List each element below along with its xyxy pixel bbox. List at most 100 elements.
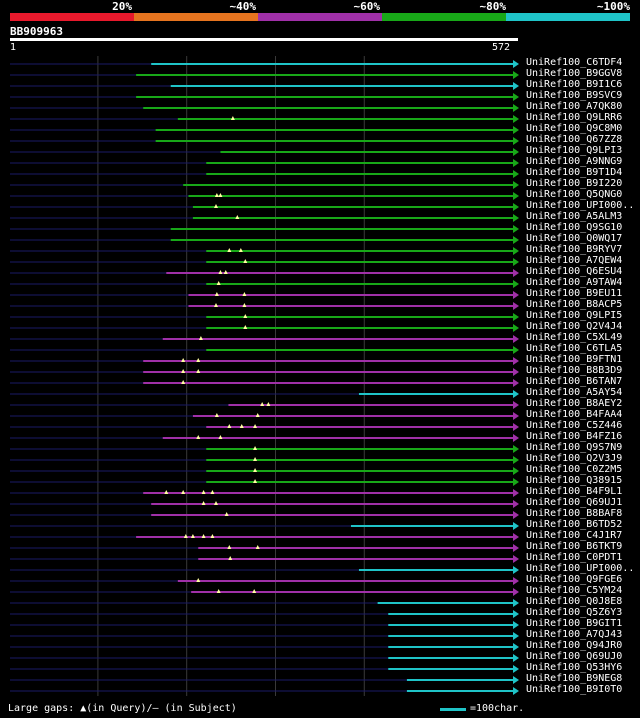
hit-label[interactable]: UniRef100_Q9LPI5 <box>526 310 623 321</box>
hit-label[interactable]: UniRef100_B8BAF8 <box>526 508 623 519</box>
hit-arrow <box>513 632 519 640</box>
hit-label[interactable]: UniRef100_Q69UJ0 <box>526 651 623 662</box>
hit-label[interactable]: UniRef100_Q94JR0 <box>526 640 623 651</box>
hit-label[interactable]: UniRef100_Q38915 <box>526 475 623 486</box>
hit-label[interactable]: UniRef100_Q0J8E8 <box>526 596 623 607</box>
identity-label-60: ~60% <box>353 0 381 13</box>
hit-arrow <box>513 71 519 79</box>
hit-arrow <box>513 302 519 310</box>
hit-label[interactable]: UniRef100_A9NNG9 <box>526 156 623 167</box>
hit-label[interactable]: UniRef100_B6TD52 <box>526 519 623 530</box>
hit-label[interactable]: UniRef100_B9RYV7 <box>526 244 623 255</box>
hit-label[interactable]: UniRef100_Q9C8M0 <box>526 123 623 134</box>
hit-label[interactable]: UniRef100_C6TDF4 <box>526 57 623 68</box>
hit-label[interactable]: UniRef100_B4FZ16 <box>526 431 623 442</box>
hit-arrow <box>513 368 519 376</box>
hit-label[interactable]: UniRef100_Q9S7N9 <box>526 442 623 453</box>
hit-label[interactable]: UniRef100_Q2V4J4 <box>526 321 623 332</box>
query-gap-marker <box>181 380 186 384</box>
hit-label[interactable]: UniRef100_C6TLA5 <box>526 343 623 354</box>
query-gap-marker <box>253 424 258 428</box>
hit-label[interactable]: UniRef100_B8ACP5 <box>526 299 623 310</box>
query-gap-marker <box>243 325 248 329</box>
hit-label[interactable]: UniRef100_A9TAW4 <box>526 277 623 288</box>
identity-band-40 <box>134 13 258 21</box>
hit-label[interactable]: UniRef100_C4J1R7 <box>526 530 623 541</box>
hit-label[interactable]: UniRef100_C0Z2M5 <box>526 464 623 475</box>
hit-label[interactable]: UniRef100_Q5QNG0 <box>526 189 623 200</box>
identity-band-60 <box>258 13 382 21</box>
hit-arrow <box>513 258 519 266</box>
hit-arrow <box>513 236 519 244</box>
query-gap-marker <box>216 281 221 285</box>
query-gap-marker <box>196 578 201 582</box>
hit-label[interactable]: UniRef100_Q5Z6Y3 <box>526 607 623 618</box>
hit-label[interactable]: UniRef100_Q9SG10 <box>526 222 623 233</box>
hit-label[interactable]: UniRef100_C0PDT1 <box>526 552 623 563</box>
hit-label[interactable]: UniRef100_Q2V3J9 <box>526 453 623 464</box>
query-gap-marker <box>214 193 219 197</box>
hit-arrow <box>513 247 519 255</box>
hit-arrow <box>513 170 519 178</box>
query-gap-marker <box>227 248 232 252</box>
query-gap-marker <box>253 446 258 450</box>
hit-label[interactable]: UniRef100_UPI000.. <box>526 200 635 211</box>
hit-label[interactable]: UniRef100_A7QK80 <box>526 101 623 112</box>
hit-arrow <box>513 687 519 695</box>
hit-label[interactable]: UniRef100_B9NEG8 <box>526 673 623 684</box>
hit-label[interactable]: UniRef100_B8AEY2 <box>526 398 623 409</box>
hit-label[interactable]: UniRef100_C5XL49 <box>526 332 623 343</box>
hit-arrow <box>513 357 519 365</box>
hit-arrow <box>513 390 519 398</box>
query-gap-marker <box>213 303 218 307</box>
hit-label[interactable]: UniRef100_B9EU11 <box>526 288 623 299</box>
hit-arrow <box>513 291 519 299</box>
query-gap-marker <box>196 369 201 373</box>
hit-arrow <box>513 643 519 651</box>
hit-label[interactable]: UniRef100_Q9LPI3 <box>526 145 623 156</box>
query-gap-marker <box>213 501 218 505</box>
hit-label[interactable]: UniRef100_B6TKT9 <box>526 541 623 552</box>
hit-label[interactable]: UniRef100_Q69UJ1 <box>526 497 623 508</box>
hit-arrow <box>513 214 519 222</box>
hit-arrow <box>513 335 519 343</box>
hit-arrow <box>513 412 519 420</box>
hit-label[interactable]: UniRef100_Q0WQ17 <box>526 233 623 244</box>
query-gap-marker <box>227 545 232 549</box>
hit-label[interactable]: UniRef100_C5YM24 <box>526 585 623 596</box>
query-gap-marker <box>181 369 186 373</box>
hit-label[interactable]: UniRef100_A7QJ43 <box>526 629 623 640</box>
hit-label[interactable]: UniRef100_B9GGV8 <box>526 68 623 79</box>
hit-label[interactable]: UniRef100_B9FTN1 <box>526 354 623 365</box>
query-gap-marker <box>213 204 218 208</box>
hit-label[interactable]: UniRef100_B6TAN7 <box>526 376 623 387</box>
hit-label[interactable]: UniRef100_B9T1D4 <box>526 167 623 178</box>
hit-label[interactable]: UniRef100_Q9LRR6 <box>526 112 623 123</box>
hit-arrow <box>513 522 519 530</box>
query-gap-marker <box>230 116 235 120</box>
hit-label[interactable]: UniRef100_UPI000.. <box>526 563 635 574</box>
hit-label[interactable]: UniRef100_B4FAA4 <box>526 409 623 420</box>
hit-label[interactable]: UniRef100_B4F9L1 <box>526 486 623 497</box>
hit-label[interactable]: UniRef100_Q6ESU4 <box>526 266 623 277</box>
hit-label[interactable]: UniRef100_B9GIT1 <box>526 618 623 629</box>
hit-label[interactable]: UniRef100_Q53HY6 <box>526 662 623 673</box>
hit-arrow <box>513 60 519 68</box>
hit-arrow <box>513 324 519 332</box>
hit-label[interactable]: UniRef100_A5ALM3 <box>526 211 623 222</box>
hit-label[interactable]: UniRef100_A5AY54 <box>526 387 623 398</box>
hit-label[interactable]: UniRef100_B8B3D9 <box>526 365 623 376</box>
hit-label[interactable]: UniRef100_Q67ZZ8 <box>526 134 623 145</box>
hit-label[interactable]: UniRef100_B9SVC9 <box>526 90 623 101</box>
hit-label[interactable]: UniRef100_B9I1C6 <box>526 79 623 90</box>
identity-label-80: ~80% <box>479 0 507 13</box>
identity-band-100 <box>506 13 630 21</box>
hit-label[interactable]: UniRef100_A7QEW4 <box>526 255 623 266</box>
ruler-end: 572 <box>492 42 511 53</box>
query-gap-marker <box>242 303 247 307</box>
hit-label[interactable]: UniRef100_Q9FGE6 <box>526 574 623 585</box>
hit-label[interactable]: UniRef100_B9I220 <box>526 178 623 189</box>
hit-arrow <box>513 126 519 134</box>
hit-label[interactable]: UniRef100_B9I0T0 <box>526 684 623 695</box>
hit-label[interactable]: UniRef100_C5Z446 <box>526 420 623 431</box>
